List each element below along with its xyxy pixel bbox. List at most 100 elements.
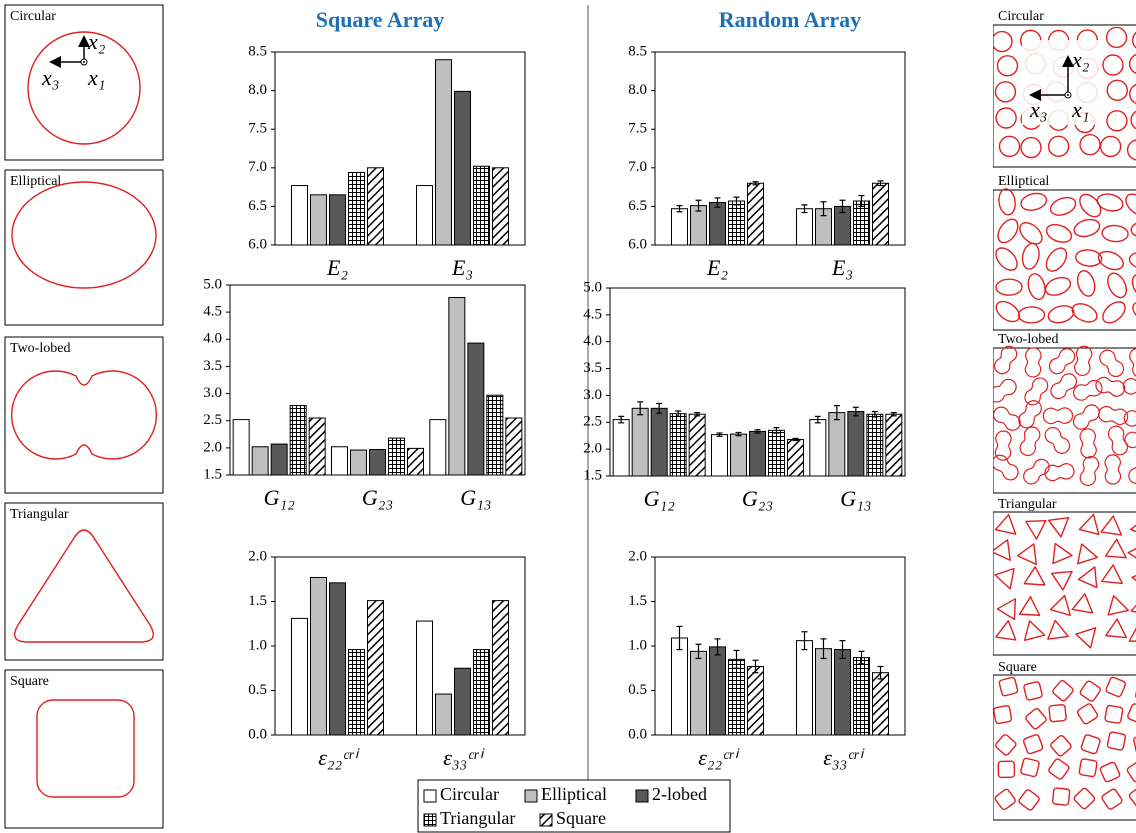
bar: [848, 412, 864, 476]
shape: [1022, 375, 1051, 408]
bar: [349, 650, 365, 735]
bar: [493, 601, 509, 735]
y-tick-label: 8.0: [628, 82, 647, 98]
bar: [769, 430, 785, 476]
bar: [710, 203, 726, 245]
legend-swatch: [525, 790, 537, 802]
x-tick-label: G₁₃: [840, 486, 871, 511]
shape: [1018, 544, 1045, 570]
bar: [474, 650, 490, 735]
bar: [729, 201, 745, 245]
shape: [1126, 454, 1136, 486]
right-panels: Circular Elliptical Two-lobed Triangular…: [986, 9, 1136, 820]
bar: [271, 444, 287, 475]
shape: [1108, 596, 1131, 620]
shape: [1050, 735, 1073, 758]
shape: [997, 594, 1023, 620]
bar: [729, 659, 745, 735]
shape: [989, 452, 1021, 483]
shape: [1048, 758, 1070, 780]
y-tick-label: 0.5: [248, 682, 267, 698]
y-tick-label: 7.5: [628, 121, 647, 137]
shape: [1044, 221, 1074, 245]
x-tick-label: ε₂₂ᶜʳⁱ: [698, 745, 740, 770]
x-tick-label: E₂: [706, 255, 728, 280]
y-tick-label: 2.0: [248, 548, 267, 564]
shape: [996, 108, 1016, 128]
shape: [1019, 191, 1048, 213]
shape: [1131, 110, 1136, 130]
shape: [1078, 563, 1104, 588]
y-tick-label: 0.0: [248, 726, 267, 742]
shape: [1131, 596, 1136, 623]
y-tick-label: 1.5: [628, 593, 647, 609]
shape: [1101, 136, 1121, 156]
figure: Circular Elliptical Two-lobed Triangular…: [0, 0, 1136, 833]
shape: [1080, 135, 1100, 155]
shape: [1102, 225, 1129, 243]
bar: [233, 420, 249, 475]
chart: Random Array6.06.57.07.58.08.5E₂E₃: [628, 7, 905, 280]
shape: [1049, 518, 1071, 539]
bar: [368, 601, 384, 735]
bar: [710, 647, 726, 735]
legend-label: 2-lobed: [652, 784, 707, 804]
bar: [691, 651, 707, 735]
shape: [1107, 111, 1127, 131]
bar: [886, 414, 902, 476]
bar: [797, 209, 813, 245]
axes-inset: x₂ x₃ x₁: [1022, 40, 1098, 125]
shape: [1026, 272, 1048, 301]
bar: [311, 195, 327, 245]
legend-swatch: [636, 790, 648, 802]
bar: [468, 343, 484, 475]
shape: [1046, 303, 1075, 325]
y-tick-label: 6.5: [248, 198, 267, 214]
shape: [1076, 703, 1098, 725]
y-tick-label: 0.0: [628, 726, 647, 742]
bar: [750, 431, 766, 476]
shape: [1021, 138, 1041, 158]
shape: [1101, 516, 1127, 543]
shape: [986, 376, 1019, 404]
panel: [5, 503, 163, 660]
shape: [1128, 347, 1136, 379]
shape: [1048, 620, 1072, 645]
shape: [1132, 563, 1136, 590]
bar: [829, 413, 845, 476]
x-tick-label: E₃: [831, 255, 853, 280]
shape: [1052, 679, 1075, 702]
shape: [1025, 348, 1041, 377]
y-tick-label: 5.0: [583, 279, 602, 295]
shape: [1128, 538, 1136, 564]
shape: [995, 82, 1015, 102]
bar: [873, 183, 889, 245]
shape: [1130, 220, 1136, 238]
axis-label: x₂: [87, 29, 106, 54]
y-tick-label: 1.5: [248, 593, 267, 609]
y-tick-label: 3.5: [583, 360, 602, 376]
shape: [1097, 347, 1127, 379]
y-tick-label: 5.0: [203, 276, 222, 292]
bar: [748, 183, 764, 245]
shape: [12, 371, 157, 459]
y-tick-label: 7.0: [248, 159, 267, 175]
y-tick-label: 4.5: [203, 304, 222, 320]
axes-inset: x₂ x₃ x₁: [41, 29, 106, 90]
bar: [867, 414, 883, 476]
shape: [1046, 345, 1077, 376]
y-tick-label: 2.0: [628, 548, 647, 564]
panel: [5, 170, 163, 325]
shape: [1105, 455, 1121, 484]
shape: [1104, 270, 1130, 300]
shape: [994, 734, 1017, 757]
x-tick-label: G₂₃: [362, 485, 393, 510]
shape: [1106, 619, 1132, 646]
shape: [1079, 759, 1097, 777]
shape: [1018, 425, 1042, 457]
shape: [1107, 27, 1127, 47]
shape: [1101, 788, 1123, 810]
y-tick-label: 1.0: [248, 637, 267, 653]
legend-label: Square: [556, 808, 606, 828]
